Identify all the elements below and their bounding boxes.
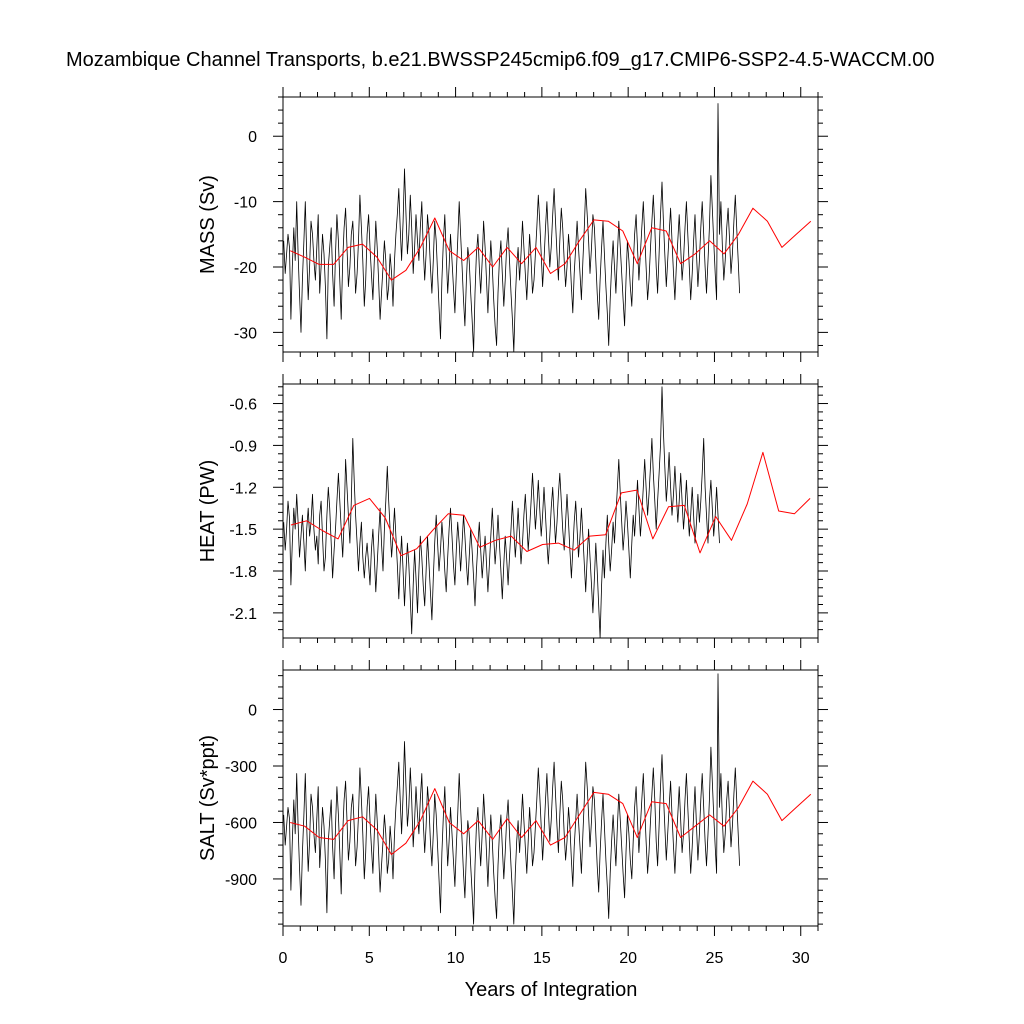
annual-mean-line	[289, 207, 812, 281]
y-tick-label: -2.1	[229, 606, 257, 623]
y-tick-label: -0.6	[229, 397, 257, 414]
x-tick-label: 10	[447, 950, 465, 967]
annual-mean-line	[290, 780, 812, 855]
annual-mean-line	[290, 451, 811, 557]
y-tick-label: -0.9	[229, 438, 257, 455]
x-tick-label: 15	[533, 950, 551, 967]
x-tick-label: 30	[792, 950, 810, 967]
y-axis-label: HEAT (PW)	[197, 460, 219, 563]
y-tick-label: -20	[234, 260, 257, 277]
y-axis-label: MASS (Sv)	[197, 175, 219, 274]
panel-0: 0 -10 -20 -30 MASS (Sv)	[197, 87, 828, 362]
y-axis-label: SALT (Sv*ppt)	[197, 735, 219, 861]
y-tick-label: -600	[225, 815, 257, 832]
chart-title: Mozambique Channel Transports, b.e21.BWS…	[66, 49, 935, 71]
plot-frame	[282, 383, 819, 639]
monthly-series-line	[283, 386, 720, 638]
plot-frame	[282, 669, 819, 927]
y-tick-label: 0	[248, 703, 257, 720]
y-tick-label: -300	[225, 759, 257, 776]
x-tick-label: 5	[365, 950, 374, 967]
monthly-series-line	[283, 103, 740, 352]
y-tick-label: 0	[248, 129, 257, 146]
y-tick-label: -900	[225, 872, 257, 889]
x-tick-label: 20	[619, 950, 637, 967]
y-tick-label: -30	[234, 325, 257, 342]
y-tick-label: -1.2	[229, 480, 257, 497]
x-tick-label: 25	[706, 950, 724, 967]
panel-1: -0.6 -0.9 -1.2 -1.5 -1.8 -2.1 HEAT (PW)	[197, 374, 828, 648]
panel-2: 0 -300 -600 -900 SALT (Sv*ppt)	[197, 660, 828, 936]
y-tick-label: -1.5	[229, 522, 257, 539]
y-tick-label: -10	[234, 195, 257, 212]
y-tick-label: -1.8	[229, 564, 257, 581]
plot-frame	[282, 96, 819, 353]
x-tick-label: 0	[279, 950, 288, 967]
monthly-series-line	[283, 673, 740, 925]
x-axis-label: Years of Integration	[465, 979, 638, 1001]
